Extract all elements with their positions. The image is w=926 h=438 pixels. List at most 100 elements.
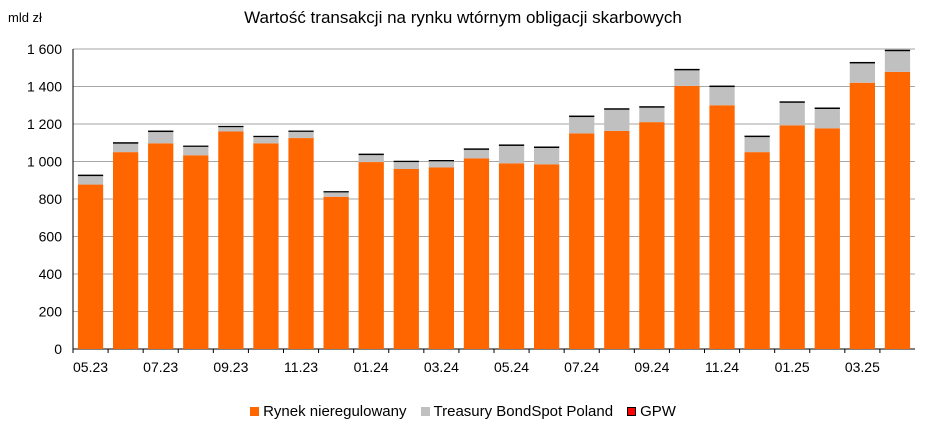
bar-segment-treasury — [849, 63, 876, 83]
y-tick-label: 1 000 — [27, 154, 62, 170]
bar-segment-treasury — [288, 131, 314, 139]
y-tick-label: 600 — [39, 229, 63, 245]
legend-swatch-treasury-bondspot — [420, 407, 430, 416]
bar-segment-gpw — [498, 144, 525, 146]
bar-segment-rynek — [709, 105, 735, 349]
legend: Rynek nieregulowany Treasury BondSpot Po… — [0, 403, 926, 420]
legend-item-rynek: Rynek nieregulowany — [250, 403, 407, 420]
bar-segment-rynek — [779, 125, 805, 349]
y-tick-label: 200 — [39, 304, 63, 320]
bar-segment-gpw — [779, 101, 805, 103]
x-tick-label: 09.23 — [213, 359, 248, 375]
bar-segment-gpw — [814, 107, 840, 109]
bar-segment-treasury — [639, 107, 665, 123]
x-tick-label: 01.25 — [775, 359, 810, 375]
x-tick-label: 07.23 — [143, 359, 178, 375]
bar-segment-gpw — [884, 49, 911, 52]
bar-segment-rynek — [814, 128, 840, 349]
bar-segment-treasury — [218, 127, 244, 132]
legend-item-treasury-bondspot: Treasury BondSpot Poland — [420, 403, 614, 420]
bar-segment-rynek — [323, 196, 349, 349]
x-tick-label: 07.24 — [564, 359, 599, 375]
legend-label-treasury-bondspot: Treasury BondSpot Poland — [433, 403, 614, 420]
bar-segment-gpw — [112, 142, 139, 144]
bar-segment-gpw — [393, 160, 419, 163]
bar-segment-rynek — [569, 133, 595, 349]
legend-swatch-gpw — [627, 407, 637, 416]
y-axis-unit-label: mld zł — [8, 10, 42, 25]
legend-label-gpw: GPW — [640, 403, 676, 420]
bar-segment-rynek — [358, 162, 384, 349]
y-axis-ticks: 0 200 400 600 800 1 000 1 200 1 400 1 600 — [27, 41, 62, 357]
bar-segment-treasury — [814, 109, 840, 129]
bar-segment-gpw — [288, 130, 314, 132]
bar-segment-gpw — [148, 130, 174, 133]
bar-segment-gpw — [253, 135, 279, 138]
bar-segment-rynek — [253, 143, 279, 349]
bars — [77, 49, 911, 349]
bar-segment-gpw — [183, 145, 209, 147]
y-tick-label: 1 600 — [27, 41, 62, 57]
bar-segment-rynek — [183, 155, 209, 349]
bar-segment-rynek — [77, 184, 104, 349]
y-tick-label: 800 — [39, 191, 63, 207]
legend-label-rynek: Rynek nieregulowany — [263, 403, 407, 420]
bar-segment-rynek — [744, 152, 770, 349]
x-tick-label: 05.24 — [494, 359, 529, 375]
bar-segment-treasury — [183, 146, 209, 156]
bar-segment-gpw — [218, 125, 244, 128]
bar-segment-treasury — [884, 51, 911, 72]
bar-segment-treasury — [77, 176, 104, 185]
x-tick-label: 11.24 — [705, 359, 739, 375]
bar-segment-treasury — [463, 149, 490, 159]
bar-segment-treasury — [498, 145, 525, 164]
y-tick-label: 1 200 — [27, 116, 62, 132]
bar-segment-gpw — [533, 146, 560, 148]
bar-segment-treasury — [428, 161, 455, 168]
bar-segment-gpw — [569, 115, 595, 118]
y-tick-label: 1 400 — [27, 79, 62, 95]
bar-segment-gpw — [77, 174, 104, 177]
bar-segment-rynek — [112, 152, 139, 349]
bar-segment-gpw — [674, 68, 700, 71]
x-tick-label: 03.24 — [424, 359, 459, 375]
bar-segment-gpw — [428, 160, 455, 162]
bar-segment-rynek — [463, 158, 490, 349]
bar-segment-rynek — [533, 164, 560, 349]
x-tick-label: 09.24 — [634, 359, 669, 375]
bar-segment-treasury — [323, 192, 349, 197]
bar-segment-rynek — [639, 122, 665, 349]
bar-segment-treasury — [253, 137, 279, 144]
bar-segment-treasury — [779, 102, 805, 126]
bar-segment-gpw — [604, 108, 630, 110]
x-tick-label: 05.23 — [73, 359, 108, 375]
bar-segment-gpw — [358, 153, 384, 156]
bar-segment-gpw — [849, 61, 876, 64]
x-tick-label: 01.24 — [354, 359, 389, 375]
bar-segment-rynek — [148, 143, 174, 349]
bar-segment-rynek — [498, 163, 525, 349]
bar-segment-gpw — [639, 106, 665, 108]
y-tick-label: 0 — [54, 341, 62, 357]
chart-title: Wartość transakcji na rynku wtórnym obli… — [244, 8, 682, 27]
bar-segment-treasury — [358, 155, 384, 163]
x-tick-label: 11.23 — [284, 359, 318, 375]
bar-segment-rynek — [428, 167, 455, 349]
bar-segment-rynek — [288, 138, 314, 349]
bar-segment-rynek — [393, 169, 419, 349]
bar-segment-gpw — [323, 191, 349, 193]
bar-segment-treasury — [533, 148, 560, 165]
bar-segment-rynek — [674, 85, 700, 349]
gridlines — [72, 48, 915, 350]
x-axis-ticks: 05.23 07.23 09.23 11.23 01.24 03.24 05.24 07.24… — [72, 349, 881, 375]
bar-segment-treasury — [674, 70, 700, 86]
bar-segment-rynek — [604, 130, 630, 349]
bar-segment-treasury — [744, 137, 770, 153]
legend-swatch-rynek — [250, 407, 260, 416]
bar-segment-gpw — [463, 148, 490, 150]
bar-segment-rynek — [849, 82, 876, 349]
bar-segment-rynek — [218, 131, 244, 349]
bar-segment-treasury — [709, 87, 735, 106]
bar-segment-treasury — [604, 109, 630, 131]
